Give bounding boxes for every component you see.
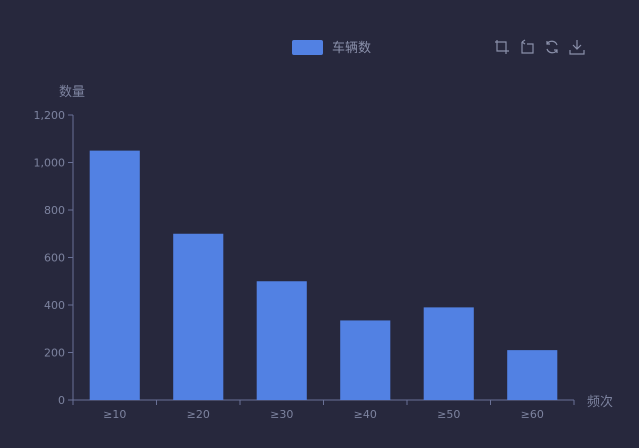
legend-label: 车辆数 <box>332 40 371 56</box>
y-tick-label: 400 <box>44 299 65 312</box>
x-tick-label: ≥30 <box>270 408 293 421</box>
restore-icon[interactable] <box>542 38 561 56</box>
y-tick-label: 0 <box>58 394 65 407</box>
y-tick-label: 1,200 <box>34 109 66 122</box>
zoom-reset-icon[interactable] <box>517 38 536 56</box>
bar[interactable] <box>89 150 140 400</box>
y-tick-label: 600 <box>44 252 65 265</box>
legend-swatch <box>292 40 323 55</box>
bar[interactable] <box>340 320 391 400</box>
y-tick-label: 800 <box>44 204 65 217</box>
x-tick-label: ≥20 <box>187 408 210 421</box>
x-tick-label: ≥60 <box>521 408 544 421</box>
x-tick-label: ≥50 <box>437 408 460 421</box>
y-tick-label: 200 <box>44 347 65 360</box>
bar[interactable] <box>507 350 558 400</box>
data-zoom-icon[interactable] <box>492 38 511 56</box>
bar[interactable] <box>256 281 307 400</box>
toolbox <box>492 38 586 56</box>
bar[interactable] <box>423 307 474 400</box>
save-image-icon[interactable] <box>567 38 586 56</box>
y-tick-label: 1,000 <box>34 157 66 170</box>
x-axis-title: 频次 <box>587 394 613 410</box>
bar[interactable] <box>173 233 224 400</box>
y-axis-title: 数量 <box>59 85 85 100</box>
legend[interactable]: 车辆数 <box>292 40 371 56</box>
x-tick-label: ≥10 <box>103 408 126 421</box>
x-tick-label: ≥40 <box>354 408 377 421</box>
